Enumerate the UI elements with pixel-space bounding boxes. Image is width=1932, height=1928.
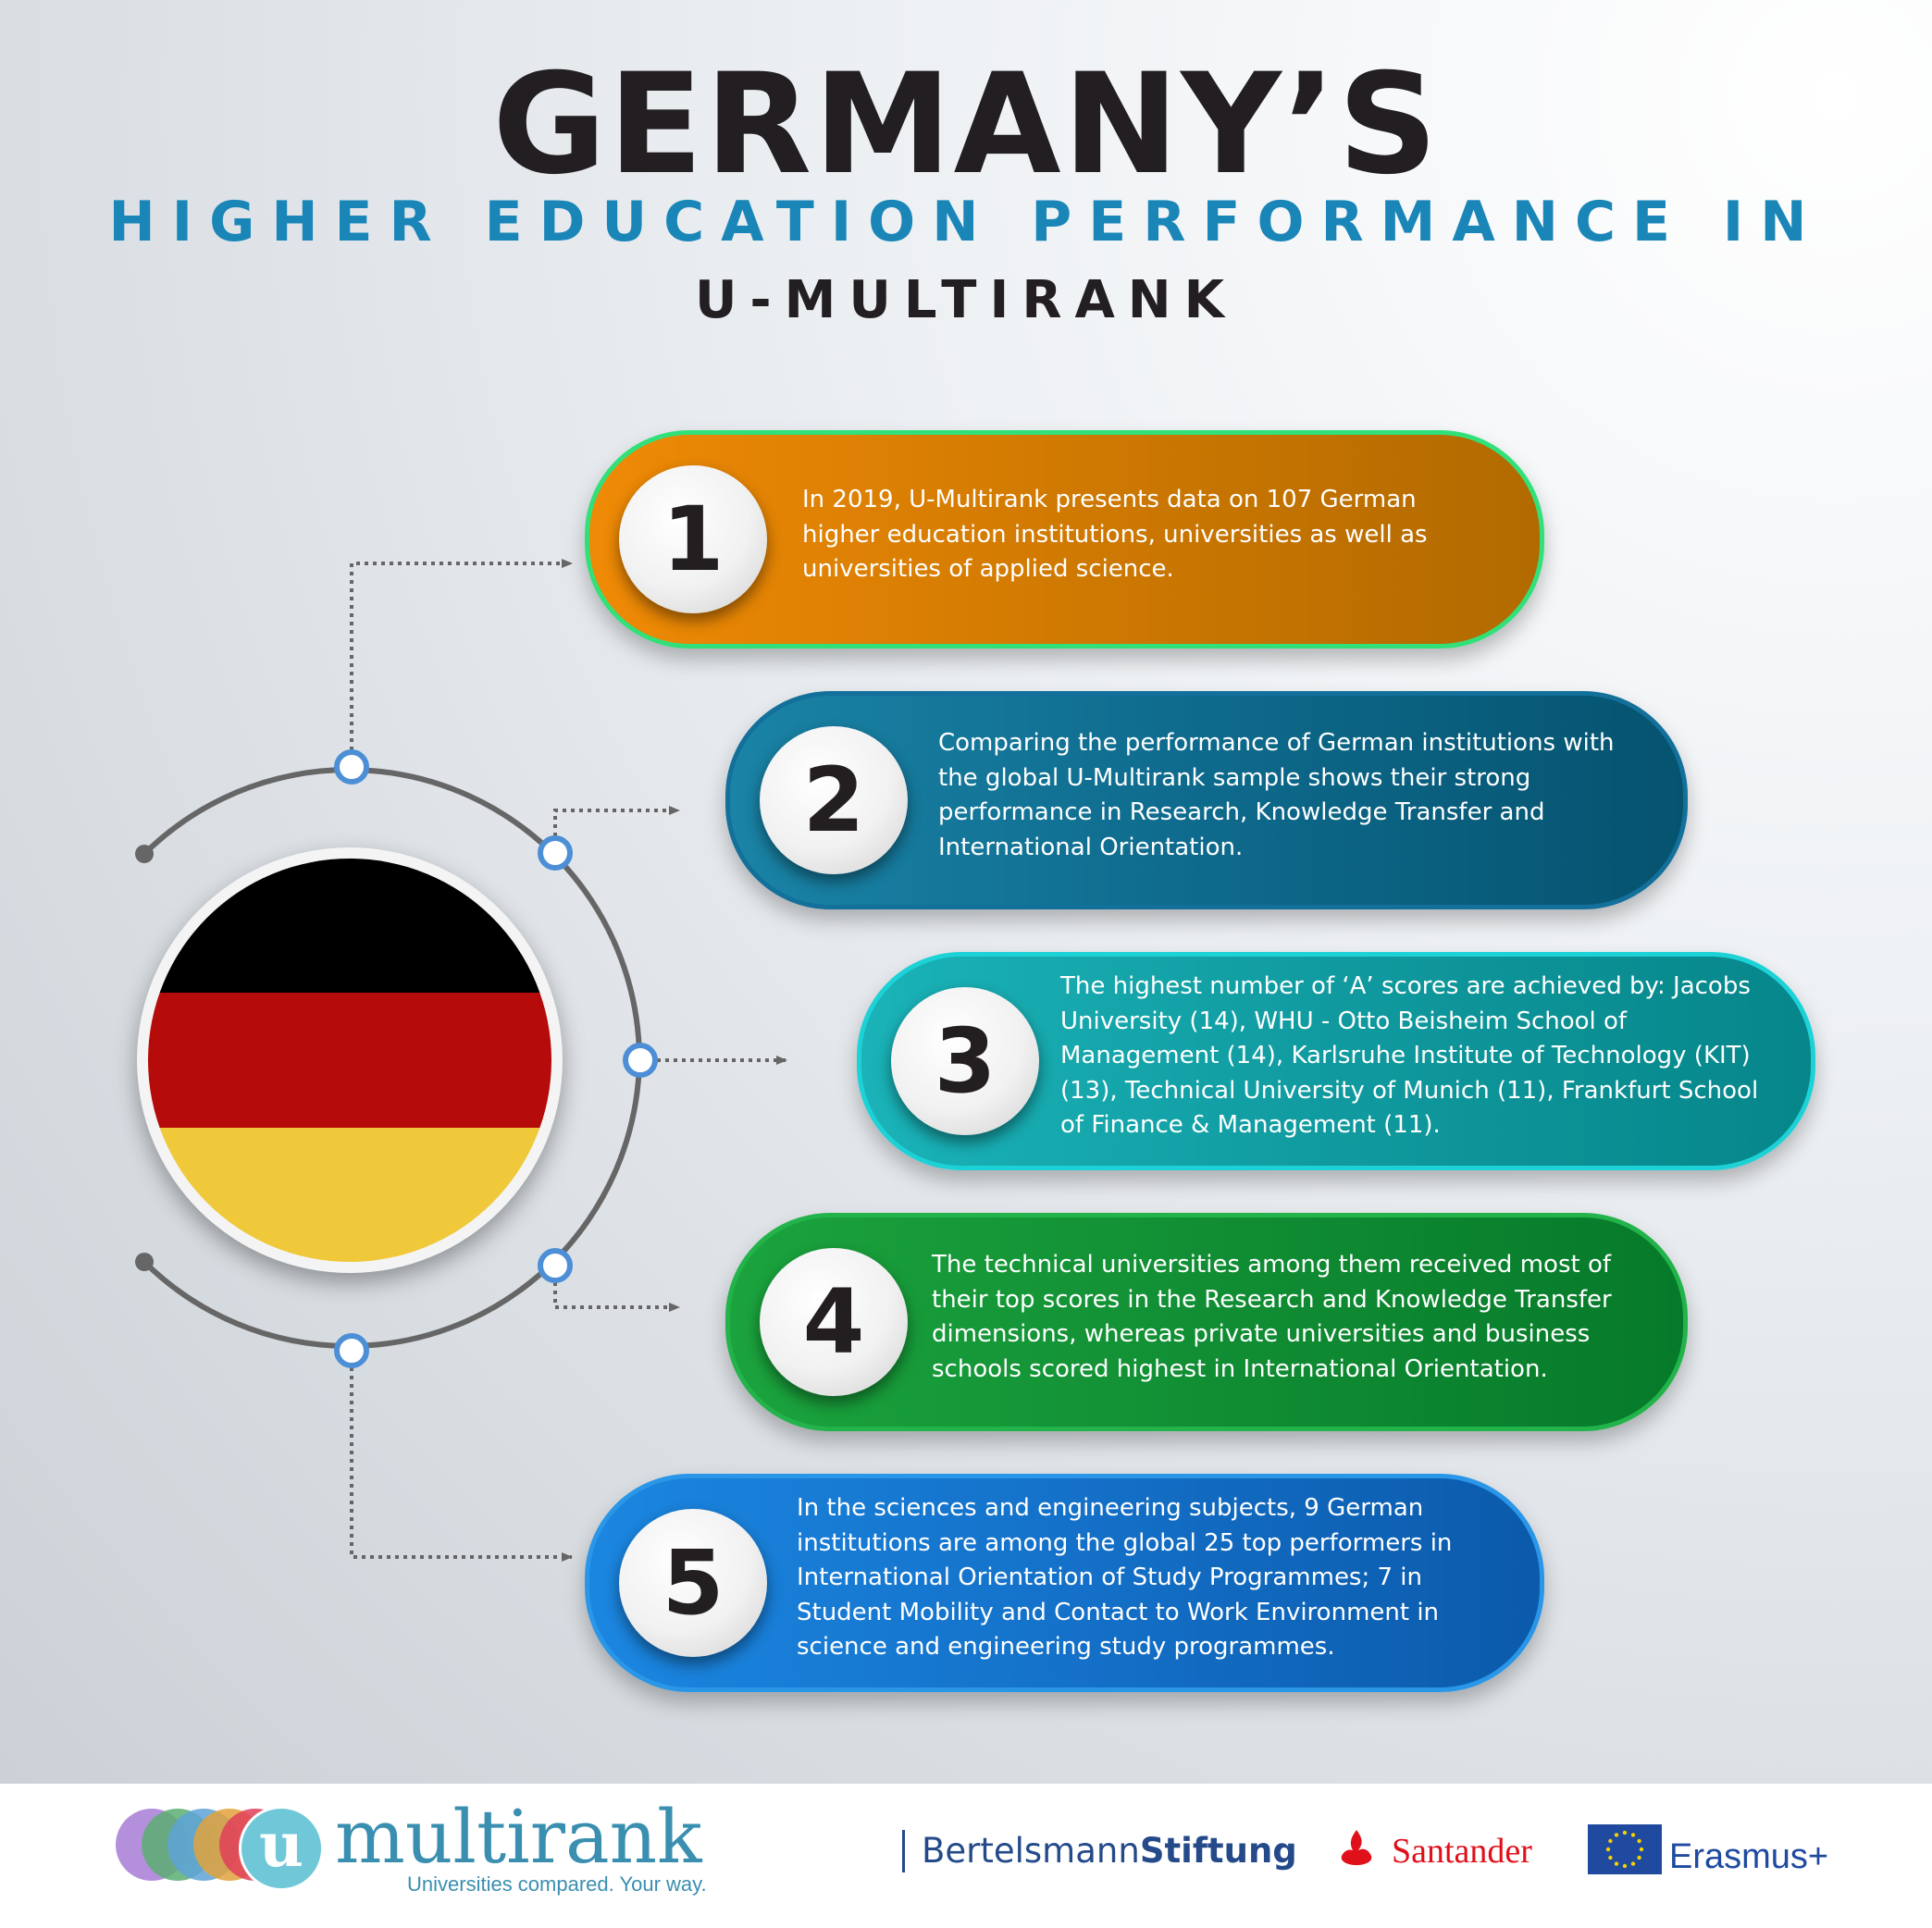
connector-5 [350, 1351, 573, 1562]
fact-card-5: 5 In the sciences and engineering subjec… [585, 1474, 1544, 1692]
fact-card-3: 3 The highest number of ‘A’ scores are a… [857, 952, 1815, 1170]
page-subtitle: HIGHER EDUCATION PERFORMANCE IN [108, 190, 1824, 254]
multirank-tagline: Universities compared. Your way. [407, 1872, 707, 1896]
fact-line: science and engineering study programmes… [797, 1633, 1335, 1661]
bertelsmann-regular: Bertelsmann [922, 1831, 1140, 1871]
orbit-node-3 [623, 1043, 658, 1078]
number-badge-1: 1 [619, 465, 767, 613]
fact-line: dimensions, whereas private universities… [932, 1320, 1591, 1348]
fact-line: The technical universities among them re… [932, 1251, 1612, 1279]
fact-line: performance in Research, Knowledge Trans… [938, 798, 1545, 826]
fact-card-4: 4 The technical universities among them … [725, 1213, 1688, 1431]
bertelsmann-bold: Stiftung [1139, 1831, 1297, 1871]
fact-line: International Orientation. [938, 833, 1244, 861]
fact-line: higher education institutions, universit… [802, 520, 1428, 549]
fact-text-2: Comparing the performance of German inst… [938, 726, 1669, 865]
fact-line: Management (14), Karlsruhe Institute of … [1060, 1042, 1751, 1069]
multirank-logo-text: multirank [335, 1794, 702, 1880]
orbit-arc-lower [142, 1059, 642, 1349]
orbit-node-1 [334, 749, 369, 785]
fact-line: University (14), WHU - Otto Beisheim Sch… [1060, 1007, 1628, 1035]
number-label: 1 [662, 488, 724, 591]
fact-line: In 2019, U-Multirank presents data on 10… [802, 486, 1417, 513]
flag-stripe-black [148, 859, 551, 994]
orbit-arc-upper [142, 767, 642, 1061]
page-subtitle-brand: U-MULTIRANK [694, 270, 1238, 330]
number-label: 5 [662, 1531, 724, 1635]
number-badge-3: 3 [891, 987, 1039, 1135]
multirank-logo-icon: u [239, 1806, 324, 1891]
number-badge-5: 5 [619, 1509, 767, 1657]
santander-logo-text: Santander [1392, 1832, 1532, 1871]
fact-text-5: In the sciences and engineering subjects… [797, 1491, 1528, 1665]
eu-flag-icon [1588, 1824, 1662, 1874]
fact-line: institutions are among the global 25 top… [797, 1528, 1453, 1557]
fact-line: their top scores in the Research and Kno… [932, 1285, 1612, 1314]
bertelsmann-logo: BertelsmannStiftung [902, 1830, 1297, 1872]
number-label: 3 [934, 1009, 997, 1113]
fact-line: schools scored highest in International … [932, 1354, 1548, 1383]
number-badge-2: 2 [760, 726, 908, 874]
fact-card-2: 2 Comparing the performance of German in… [725, 691, 1688, 909]
germany-flag-icon [137, 847, 563, 1273]
dotted-connectors [350, 559, 787, 1562]
fact-card-1: 1 In 2019, U-Multirank presents data on … [585, 430, 1544, 649]
erasmus-logo-text: Erasmus+ [1669, 1837, 1829, 1876]
orbit-node-5 [334, 1333, 369, 1368]
fact-line: of Finance & Management (11). [1060, 1111, 1441, 1139]
fact-text-3: The highest number of ‘A’ scores are ach… [1060, 970, 1801, 1143]
connector-1 [350, 559, 573, 767]
flag-stripe-red [148, 993, 551, 1128]
page-title: GERMANY’S [492, 44, 1440, 205]
fact-line: Comparing the performance of German inst… [938, 729, 1615, 757]
number-label: 2 [802, 748, 865, 852]
number-badge-4: 4 [760, 1248, 908, 1396]
fact-line: universities of applied science. [802, 555, 1174, 583]
fact-line: The highest number of ‘A’ scores are ach… [1060, 972, 1751, 1000]
fact-line: the global U-Multirank sample shows thei… [938, 763, 1531, 792]
orbit-nodes [334, 749, 658, 1368]
flag-stripe-gold [148, 1127, 551, 1262]
connector-4 [553, 1266, 680, 1312]
fact-line: Student Mobility and Contact to Work Env… [797, 1598, 1440, 1626]
fact-text-1: In 2019, U-Multirank presents data on 10… [802, 483, 1524, 587]
connector-2 [553, 806, 680, 853]
fact-line: (13), Technical University of Munich (11… [1060, 1076, 1759, 1105]
fact-text-4: The technical universities among them re… [932, 1248, 1672, 1387]
fact-line: International Orientation of Study Progr… [797, 1563, 1423, 1591]
fact-line: In the sciences and engineering subjects… [797, 1494, 1424, 1522]
number-label: 4 [802, 1270, 865, 1374]
santander-flame-icon [1341, 1830, 1372, 1865]
